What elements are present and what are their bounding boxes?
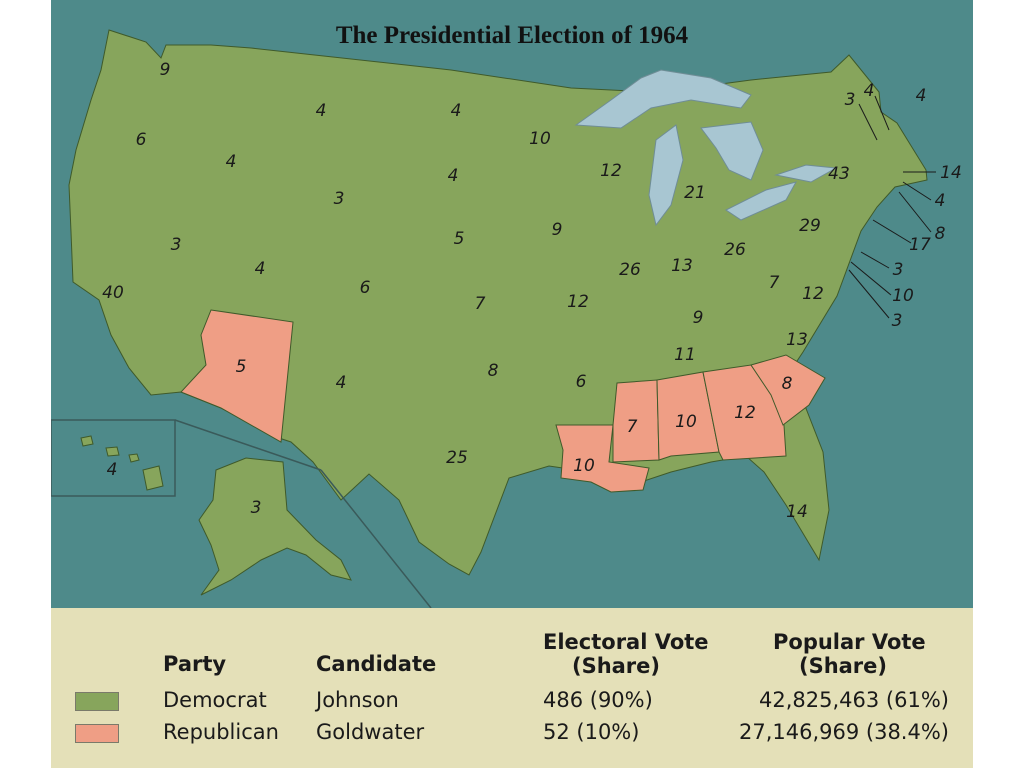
ev-label-washington: 9 [160,60,171,80]
ev-label-nebraska: 5 [454,229,465,249]
candidate-johnson: Johnson [316,688,399,712]
ev-label-maine: 4 [916,86,927,106]
header-popular-vote: Popular Vote (Share) [773,630,926,678]
header-candidate: Candidate [316,652,437,676]
ev-label-california: 40 [102,283,124,303]
ev-label-oregon: 6 [136,130,147,150]
ev-label-vermont: 3 [845,90,856,110]
ev-label-oklahoma: 8 [488,361,499,381]
ev-label-florida: 14 [786,502,808,522]
ev-label-new-mexico: 4 [336,373,347,393]
lake-superior [574,69,752,129]
ev-label-district-of-columbia: 3 [892,311,903,331]
ev-label-new-hampshire: 4 [864,81,875,101]
ev-label-minnesota: 10 [529,129,551,149]
leader-lines [848,95,936,319]
party-republican: Republican [163,720,279,744]
ev-label-alabama: 10 [675,412,697,432]
party-democrat: Democrat [163,688,267,712]
legend-table: Party Candidate Electoral Vote (Share) P… [51,608,973,768]
ev-label-massachusetts: 14 [940,163,962,183]
ev-label-new-jersey: 17 [909,235,931,255]
lake-ontario [774,164,838,183]
ev-label-south-dakota: 4 [448,166,459,186]
ev-label-texas: 25 [446,448,468,468]
ev-label-north-carolina: 13 [786,330,808,350]
header-electoral-line1: Electoral Vote [543,630,709,654]
ev-label-connecticut: 8 [935,224,946,244]
popular-republican: 27,146,969 (38.4%) [738,720,949,744]
state-south-carolina [750,354,826,426]
header-party: Party [163,652,227,676]
state-alabama [656,371,720,461]
ev-label-michigan: 21 [684,183,706,203]
ev-label-illinois: 26 [619,260,641,280]
lake-erie [725,181,798,221]
ev-label-arizona: 5 [236,357,247,377]
ev-label-arkansas: 6 [576,372,587,392]
header-popular-line2: (Share) [798,654,888,678]
ev-label-mississippi: 7 [627,417,638,437]
state-arizona [180,309,294,443]
ev-label-alaska: 3 [251,498,262,518]
hawaii-inset-frame [51,419,176,497]
state-hawaii [80,435,164,491]
ev-label-idaho: 4 [226,152,237,172]
ev-label-delaware: 3 [893,260,904,280]
ev-label-colorado: 6 [360,278,371,298]
electoral-democrat: 486 (90%) [543,688,653,712]
state-mississippi [612,379,660,463]
us-map: 9640434345644457825109126101226211326911… [51,29,962,608]
ev-label-pennsylvania: 29 [799,216,821,236]
ev-label-kansas: 7 [475,294,486,314]
ev-label-utah: 4 [255,259,266,279]
candidate-goldwater: Goldwater [316,720,425,744]
ev-label-wisconsin: 12 [600,161,622,181]
ev-label-ohio: 26 [724,240,746,260]
ev-label-hawaii: 4 [107,460,118,480]
swatch-republican [75,724,119,743]
ev-label-wyoming: 3 [334,189,345,209]
electoral-vote-labels: 9640434345644457825109126101226211326911… [102,60,962,522]
header-electoral-vote: Electoral Vote (Share) [543,630,709,678]
ev-label-maryland: 10 [892,286,914,306]
ev-label-new-york: 43 [828,164,850,184]
ev-label-louisiana: 10 [573,456,595,476]
header-electoral-line2: (Share) [571,654,661,678]
inset-divider-2 [320,469,432,608]
map-title: The Presidential Election of 1964 [335,22,689,49]
ev-label-nevada: 3 [171,235,182,255]
ev-label-south-carolina: 8 [782,374,793,394]
swatch-democrat [75,692,119,711]
ev-label-virginia: 12 [802,284,824,304]
lake-michigan [648,124,684,227]
ev-label-tennessee: 11 [674,345,696,365]
ev-label-missouri: 12 [567,292,589,312]
state-louisiana [555,424,650,493]
ev-label-west-virginia: 7 [769,273,780,293]
header-popular-line1: Popular Vote [773,630,926,654]
map-panel: 9 6 40 4 3 4 3 4 5 6 4 4 4 5 7 8 25 10 9 12 6 10 12 26 21 13 26 9 11… [51,0,973,608]
ev-label-iowa: 9 [552,220,563,240]
state-alaska [198,457,352,596]
lake-huron [700,121,764,181]
popular-democrat: 42,825,463 (61%) [759,688,949,712]
ev-label-north-dakota: 4 [451,101,462,121]
electoral-republican: 52 (10%) [543,720,640,744]
mainland-usa [68,29,928,576]
ev-label-rhode-island: 4 [935,191,946,211]
ev-label-montana: 4 [316,101,327,121]
ev-label-georgia: 12 [734,403,756,423]
inset-divider [174,419,322,471]
ev-label-indiana: 13 [671,256,693,276]
ev-label-kentucky: 9 [693,308,704,328]
